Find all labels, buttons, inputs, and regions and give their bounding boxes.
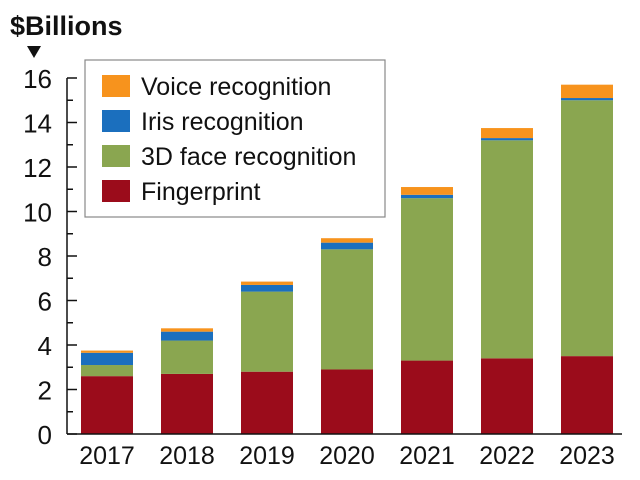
- bar-segment-iris-recognition: [561, 98, 613, 101]
- bar-segment-3d-face-recognition: [81, 365, 133, 377]
- bar-segment-iris-recognition: [161, 331, 213, 341]
- bar-segment-fingerprint: [81, 376, 133, 434]
- y-tick-label: 6: [38, 287, 52, 317]
- bar-segment-fingerprint: [241, 371, 293, 434]
- bar-segment-fingerprint: [161, 373, 213, 434]
- y-axis-arrow-icon: [27, 46, 41, 58]
- bar-segment-voice-recognition: [81, 350, 133, 353]
- bar-segment-iris-recognition: [321, 242, 373, 250]
- bar-segment-voice-recognition: [321, 238, 373, 243]
- y-tick-label: 10: [23, 198, 52, 228]
- x-tick-label: 2019: [239, 442, 295, 470]
- bar-segment-fingerprint: [561, 356, 613, 434]
- legend-swatch: [102, 145, 130, 167]
- y-tick-label: 0: [38, 420, 52, 450]
- y-tick-label: 16: [23, 64, 52, 94]
- bar-segment-3d-face-recognition: [481, 140, 533, 359]
- bar-stack-2018: [161, 328, 213, 434]
- bar-stack-2017: [81, 350, 133, 434]
- x-tick-label: 2023: [559, 442, 615, 470]
- bar-segment-fingerprint: [401, 360, 453, 434]
- legend-label: Fingerprint: [141, 178, 261, 206]
- legend-swatch: [102, 75, 130, 97]
- bar-segment-3d-face-recognition: [321, 249, 373, 370]
- x-tick-label: 2020: [319, 442, 375, 470]
- bar-stack-2019: [241, 281, 293, 434]
- bar-segment-3d-face-recognition: [241, 291, 293, 372]
- y-axis: 0 2 4 6 8 10 12 14 16: [23, 64, 77, 450]
- bar-segment-3d-face-recognition: [561, 100, 613, 357]
- legend-label: 3D face recognition: [141, 143, 356, 171]
- bar-stack-2023: [561, 84, 613, 434]
- y-tick-label: 2: [38, 376, 52, 406]
- x-axis: 2017 2018 2019 2020 2021 2022 2023: [67, 433, 622, 470]
- bar-segment-3d-face-recognition: [401, 198, 453, 361]
- bar-segment-fingerprint: [321, 369, 373, 434]
- legend-swatch: [102, 180, 130, 202]
- bar-stack-2022: [481, 128, 533, 434]
- legend: Voice recognition Iris recognition 3D face…: [84, 59, 386, 218]
- bar-segment-3d-face-recognition: [161, 340, 213, 374]
- bar-segment-voice-recognition: [241, 281, 293, 285]
- y-tick-label: 12: [23, 153, 52, 183]
- legend-box: [84, 59, 386, 218]
- y-tick-label: 4: [38, 331, 52, 361]
- legend-label: Iris recognition: [141, 108, 304, 136]
- y-axis-label: $Billions: [10, 11, 123, 41]
- y-tick-label: 14: [23, 109, 52, 139]
- bar-segment-iris-recognition: [481, 138, 533, 141]
- bar-stack-2021: [401, 187, 453, 434]
- bar-segment-fingerprint: [481, 358, 533, 434]
- x-tick-label: 2021: [399, 442, 455, 470]
- bar-segment-voice-recognition: [161, 328, 213, 332]
- bar-segment-voice-recognition: [481, 128, 533, 139]
- x-tick-label: 2022: [479, 442, 535, 470]
- y-tick-label: 8: [38, 242, 52, 272]
- bar-segment-iris-recognition: [401, 194, 453, 199]
- bars: [81, 84, 613, 434]
- legend-swatch: [102, 110, 130, 132]
- legend-label: Voice recognition: [141, 73, 331, 101]
- x-tick-label: 2018: [159, 442, 215, 470]
- bar-segment-iris-recognition: [81, 352, 133, 366]
- bar-segment-voice-recognition: [401, 187, 453, 195]
- x-tick-label: 2017: [79, 442, 135, 470]
- bar-segment-voice-recognition: [561, 84, 613, 99]
- bar-segment-iris-recognition: [241, 284, 293, 292]
- bar-stack-2020: [321, 238, 373, 434]
